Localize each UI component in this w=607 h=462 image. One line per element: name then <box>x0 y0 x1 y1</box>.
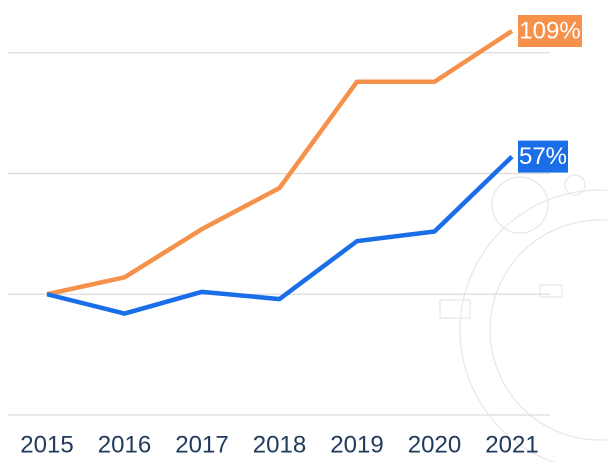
line-series <box>46 29 514 297</box>
line-series <box>46 154 514 316</box>
value-label: 57% <box>519 143 567 170</box>
x-tick-label: 2019 <box>330 431 383 458</box>
x-tick-label: 2015 <box>20 431 73 458</box>
x-tick-label: 2016 <box>98 431 151 458</box>
x-tick-label: 2020 <box>408 431 461 458</box>
value-label-box <box>518 140 568 173</box>
x-tick-label: 2017 <box>175 431 228 458</box>
x-tick-label: 2021 <box>485 431 538 458</box>
value-label: 109% <box>519 17 580 44</box>
background-decoration <box>439 174 607 462</box>
x-tick-label: 2018 <box>253 431 306 458</box>
value-label-box <box>518 15 582 48</box>
